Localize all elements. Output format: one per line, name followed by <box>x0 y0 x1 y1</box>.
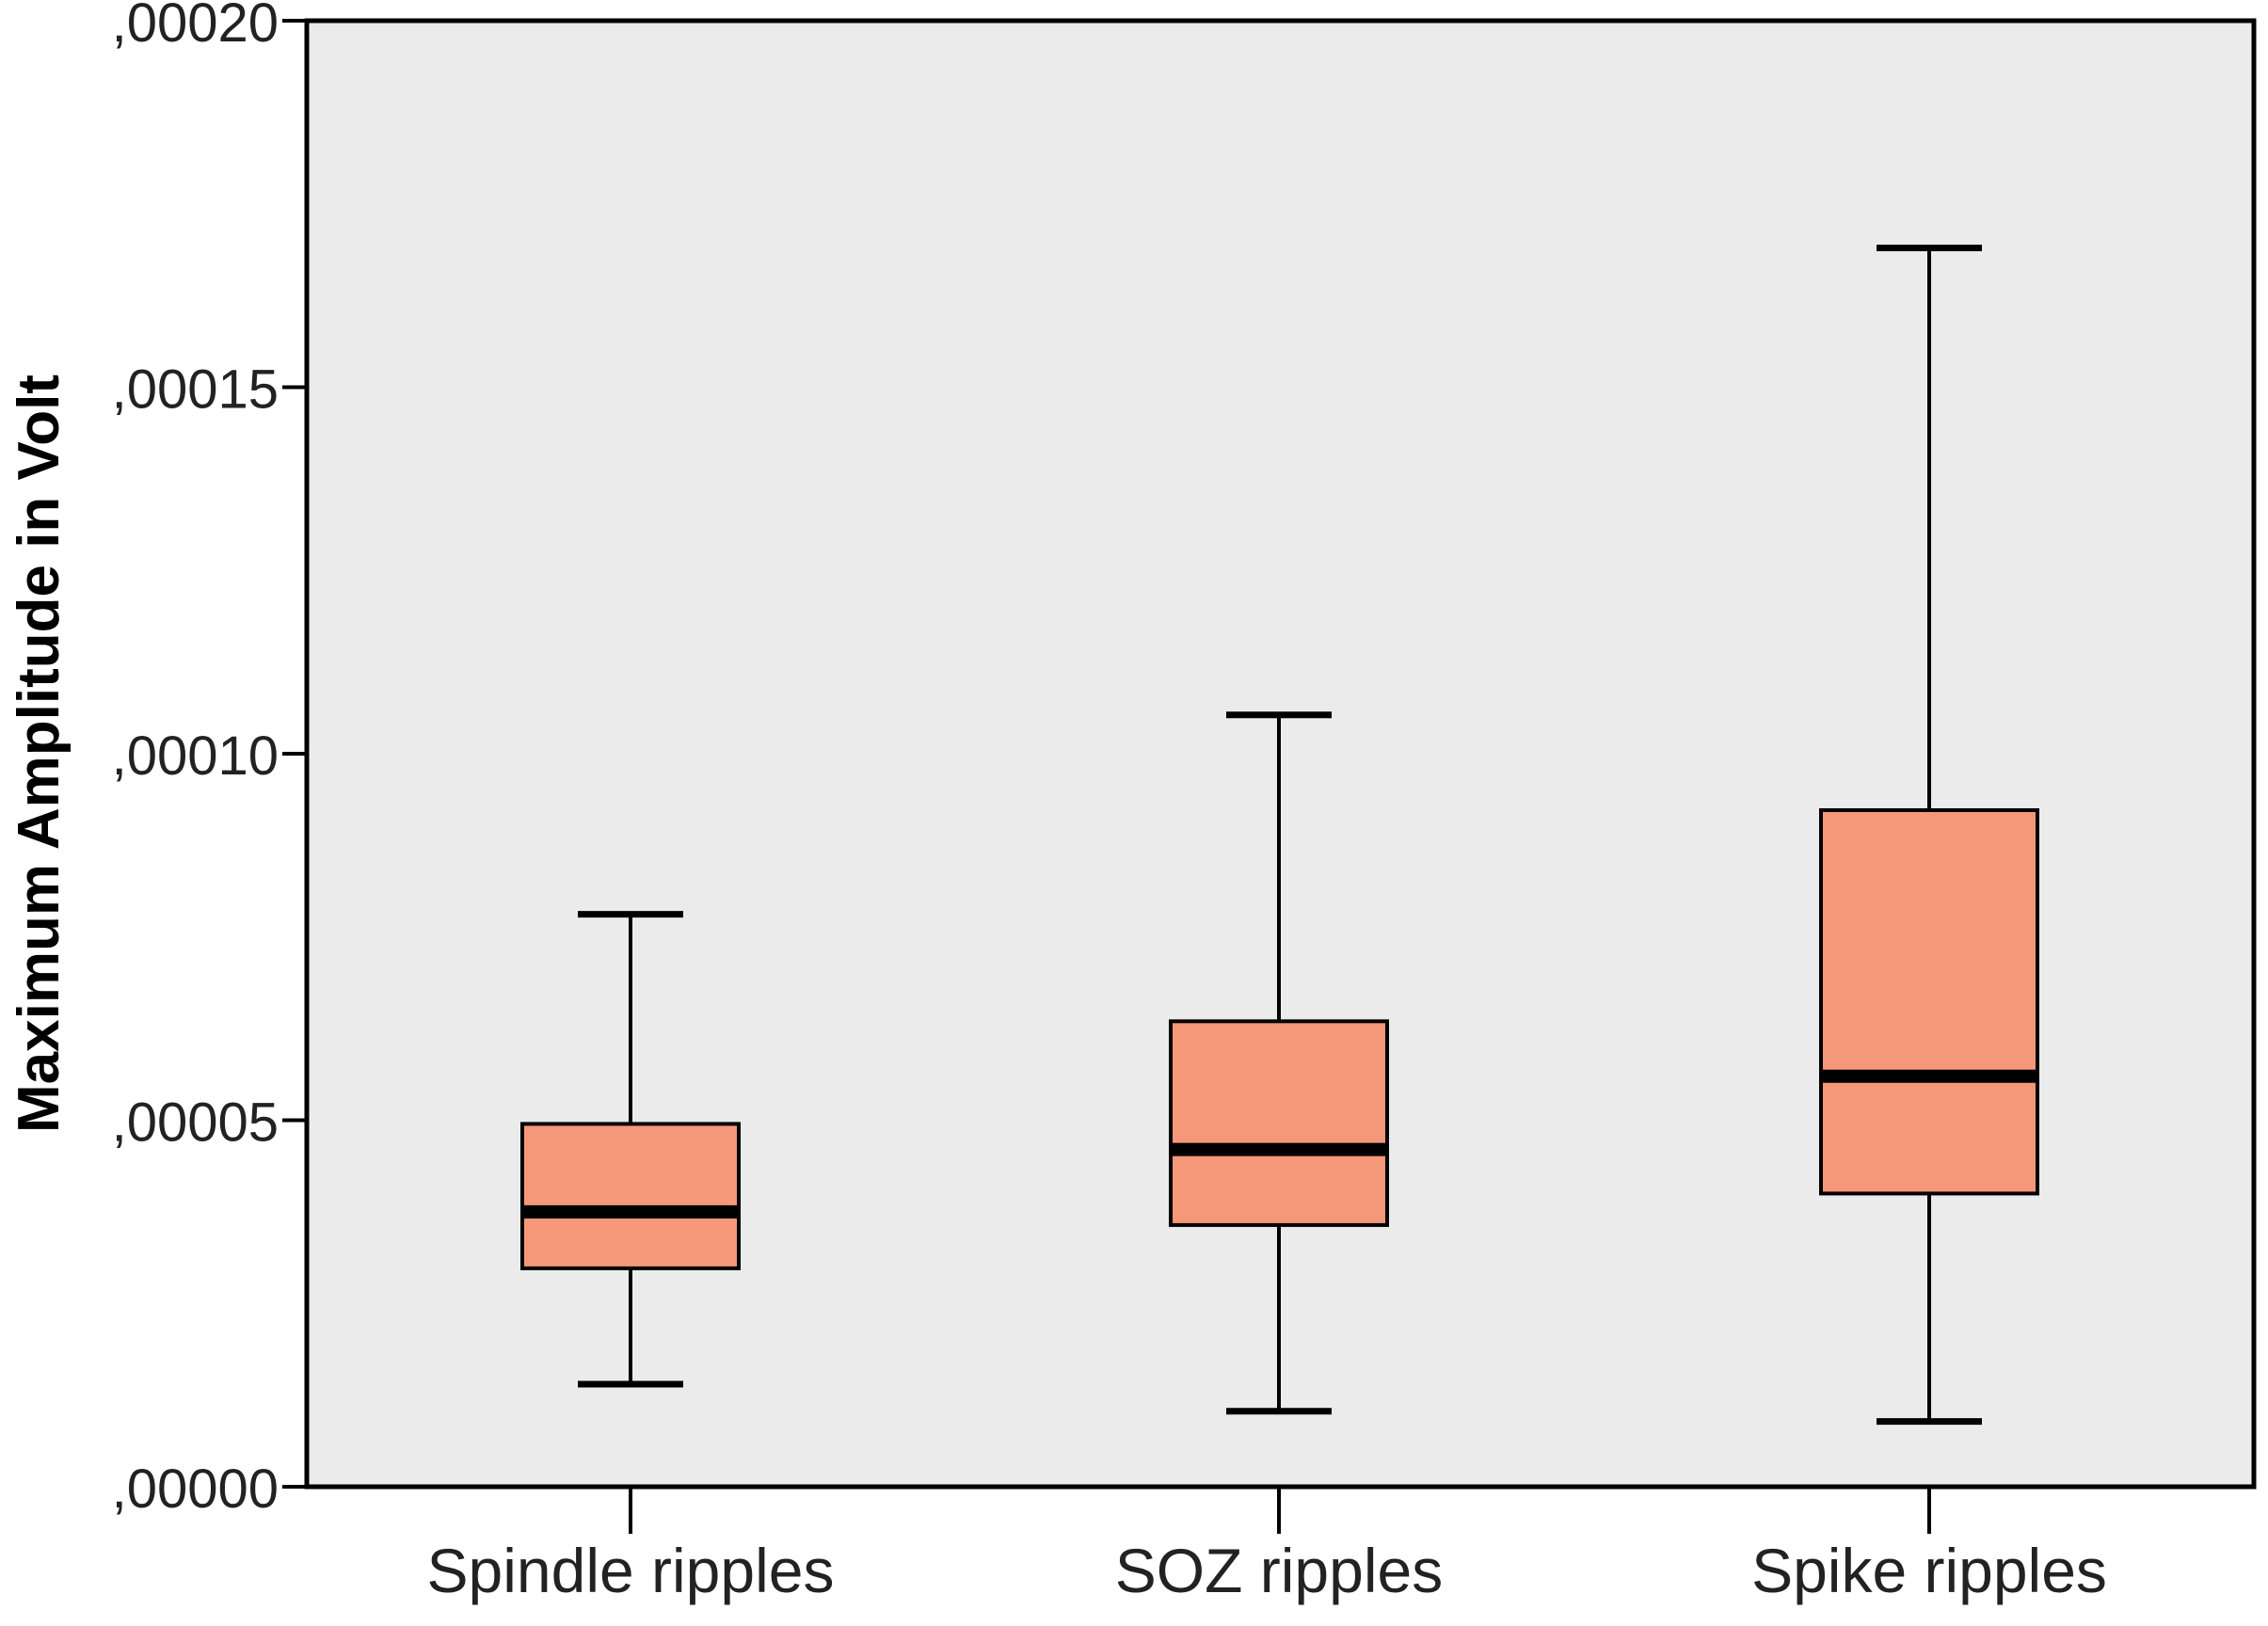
y-axis-label: Maximum Amplitude in Volt <box>7 375 72 1133</box>
iqr-box <box>520 1122 741 1270</box>
y-tick-label: ,00015 <box>112 359 279 421</box>
y-tick-label: ,00020 <box>112 0 279 54</box>
boxes <box>520 244 2039 1426</box>
box-spindle-ripples <box>520 911 741 1388</box>
x-axis: Spindle ripples SOZ ripples Spike ripples <box>427 1487 2107 1605</box>
x-tick-label: Spindle ripples <box>427 1536 835 1605</box>
box-spike-ripples <box>1819 244 2039 1426</box>
y-tick-label: ,00010 <box>112 725 279 787</box>
y-tick-label: ,00000 <box>112 1459 279 1520</box>
box-soz-ripples <box>1169 711 1389 1415</box>
y-axis: ,00000 ,00005 ,00010 ,00015 ,00020 <box>112 0 307 1520</box>
y-tick-label: ,00005 <box>112 1092 279 1154</box>
x-tick-label: Spike ripples <box>1751 1536 2107 1605</box>
x-tick-label: SOZ ripples <box>1115 1536 1443 1605</box>
iqr-box <box>1169 1019 1389 1227</box>
iqr-box <box>1819 807 2039 1196</box>
